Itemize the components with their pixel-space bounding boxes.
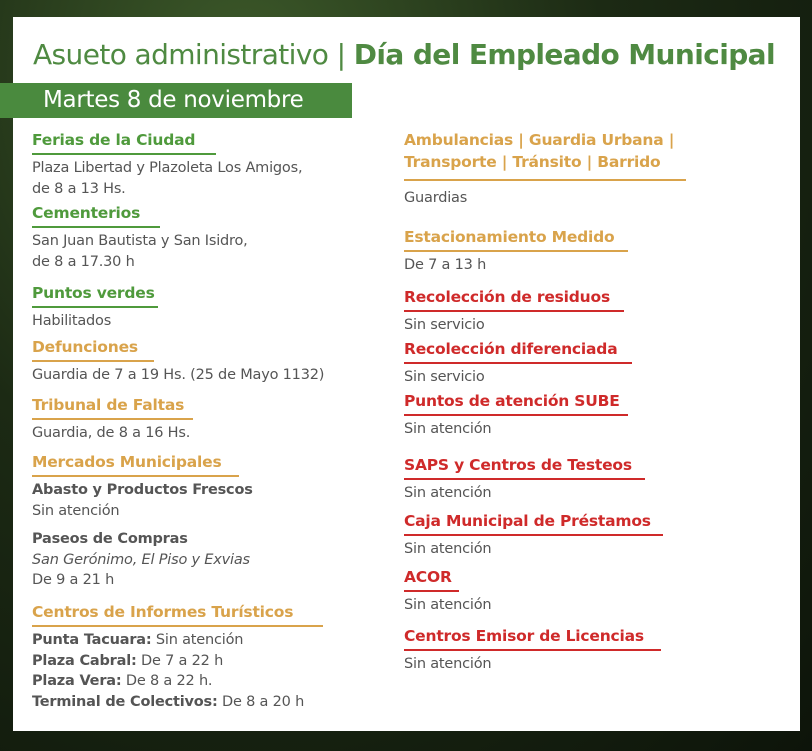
section-defunciones: Defunciones Guardia de 7 a 19 Hs. (25 de… [32, 336, 324, 386]
section-caja: Caja Municipal de Préstamos Sin atención [404, 510, 663, 560]
section-text: San Juan Bautista y San Isidro, [32, 233, 248, 249]
section-ambulancias: Ambulancias | Guardia Urbana | Transporte… [404, 129, 686, 209]
section-heading: ACOR [404, 566, 459, 592]
market-status: Sin atención [32, 502, 120, 519]
section-turisticos: Centros de Informes Turísticos Punta Tac… [32, 601, 323, 712]
section-text: Guardia, de 8 a 16 Hs. [32, 425, 191, 441]
section-residuos: Recolección de residuos Sin servicio [404, 286, 624, 336]
section-text: Sin atención [404, 597, 492, 613]
section-ferias: Ferias de la Ciudad Plaza Libertad y Pla… [32, 129, 303, 199]
section-text: de 8 a 13 Hs. [32, 180, 126, 197]
section-heading: Mercados Municipales [32, 451, 239, 477]
title-bold: Día del Empleado Municipal [353, 38, 776, 71]
section-heading: Estacionamiento Medido [404, 226, 628, 252]
tourist-center-name: Terminal de Colectivos: [32, 693, 218, 710]
heading-line: Transporte | Tránsito | Barrido [404, 153, 661, 171]
title-light: Asueto administrativo | [33, 38, 354, 71]
section-acor: ACOR Sin atención [404, 566, 492, 616]
section-heading: Puntos de atención SUBE [404, 390, 628, 416]
section-text: Habilitados [32, 313, 112, 329]
section-text: De 7 a 13 h [404, 257, 487, 273]
section-heading: Centros Emisor de Licencias [404, 625, 661, 651]
section-licencias: Centros Emisor de Licencias Sin atención [404, 625, 661, 675]
section-text: Sin atención [404, 421, 492, 437]
section-heading: Caja Municipal de Préstamos [404, 510, 663, 536]
heading-line: Ambulancias | Guardia Urbana | [404, 131, 675, 149]
section-text: Sin servicio [404, 317, 485, 333]
section-heading: Tribunal de Faltas [32, 394, 193, 420]
section-text: Guardia de 7 a 19 Hs. (25 de Mayo 1132) [32, 367, 325, 383]
tourist-center-name: Punta Tacuara: [32, 632, 152, 648]
market-places: San Gerónimo, El Piso y Exvias [32, 551, 250, 568]
section-heading: Centros de Informes Turísticos [32, 601, 323, 627]
market-name: Abasto y Productos Frescos [32, 482, 253, 498]
section-estacionamiento: Estacionamiento Medido De 7 a 13 h [404, 226, 628, 276]
info-card [13, 17, 800, 731]
section-heading: Ambulancias | Guardia Urbana | Transporte… [404, 129, 686, 181]
tourist-center-hours: De 7 a 22 h [136, 652, 224, 669]
section-text: Plaza Libertad y Plazoleta Los Amigos, [32, 160, 303, 176]
section-text: Sin servicio [404, 369, 485, 385]
section-text: Sin atención [404, 541, 492, 557]
tourist-center-name: Plaza Vera: [32, 673, 122, 689]
section-cementerios: Cementerios San Juan Bautista y San Isid… [32, 202, 248, 272]
market-hours: De 9 a 21 h [32, 572, 115, 588]
tourist-center-name: Plaza Cabral: [32, 652, 137, 669]
section-heading: Defunciones [32, 336, 154, 362]
section-text: Guardias [404, 190, 468, 206]
tourist-center: Punta Tacuara: Sin atención [32, 630, 323, 651]
section-sube: Puntos de atención SUBE Sin atención [404, 390, 628, 440]
market-name: Paseos de Compras [32, 531, 188, 547]
section-mercados: Mercados Municipales Abasto y Productos … [32, 451, 253, 591]
section-heading: Ferias de la Ciudad [32, 129, 216, 155]
tourist-center-hours: De 8 a 22 h. [121, 673, 213, 689]
section-puntos-verdes: Puntos verdes Habilitados [32, 282, 158, 332]
section-tribunal: Tribunal de Faltas Guardia, de 8 a 16 Hs… [32, 394, 193, 444]
section-text: de 8 a 17.30 h [32, 253, 135, 270]
section-heading: SAPS y Centros de Testeos [404, 454, 645, 480]
tourist-center: Plaza Vera: De 8 a 22 h. [32, 671, 323, 692]
page-title: Asueto administrativo | Día del Empleado… [33, 38, 776, 71]
tourist-center-hours: Sin atención [151, 632, 244, 648]
section-text: Sin atención [404, 656, 492, 672]
section-heading: Recolección diferenciada [404, 338, 632, 364]
section-text: Sin atención [404, 485, 492, 501]
section-diferenciada: Recolección diferenciada Sin servicio [404, 338, 632, 388]
section-heading: Recolección de residuos [404, 286, 624, 312]
tourist-center: Plaza Cabral: De 7 a 22 h [32, 651, 323, 672]
section-heading: Puntos verdes [32, 282, 158, 308]
tourist-center-hours: De 8 a 20 h [217, 693, 305, 710]
tourist-center: Terminal de Colectivos: De 8 a 20 h [32, 692, 323, 713]
section-heading: Cementerios [32, 202, 160, 228]
section-saps: SAPS y Centros de Testeos Sin atención [404, 454, 645, 504]
date-banner: Martes 8 de noviembre [0, 83, 352, 118]
